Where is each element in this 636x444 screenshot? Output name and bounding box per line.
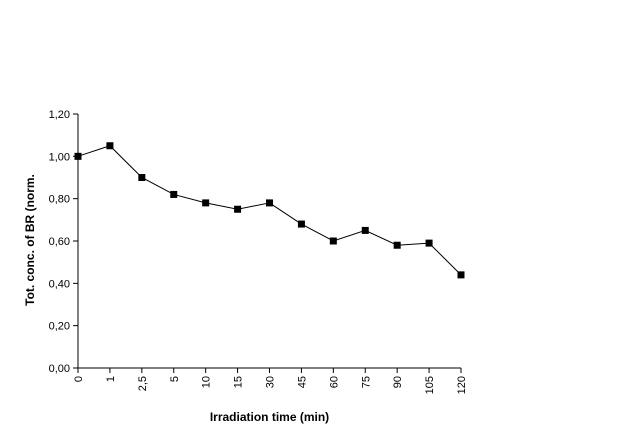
y-tick-label: 0,60: [49, 236, 70, 248]
series-line: [77, 145, 462, 276]
data-point: [74, 152, 82, 160]
x-tick-label: 120: [456, 376, 468, 394]
x-tick-label: 1: [105, 376, 117, 382]
data-point: [457, 271, 465, 279]
x-tick-label: 60: [328, 376, 340, 388]
y-tick-label: 0,40: [49, 278, 70, 290]
x-tick-label: 105: [424, 376, 436, 394]
x-tick-label: 2,5: [137, 376, 149, 391]
data-point: [202, 199, 210, 207]
x-tick-label: 0: [73, 376, 85, 382]
data-point: [361, 226, 369, 234]
y-tick-label: 0,20: [49, 321, 70, 333]
x-ticks: 0 1 2,5 5 10 15 30 45 60 75 90 105 120: [73, 368, 468, 394]
y-ticks: 0,00 0,20 0,40 0,60 0,80 1,00 1,20: [49, 109, 78, 375]
data-point: [138, 174, 146, 181]
x-tick-label: 10: [201, 376, 213, 388]
data-point: [106, 142, 114, 150]
x-tick-label: 75: [360, 376, 372, 388]
x-tick-label: 5: [169, 376, 181, 382]
series: [74, 142, 465, 279]
x-tick-label: 15: [233, 376, 245, 388]
data-point: [329, 237, 337, 245]
x-axis-title: Irradiation time (min): [210, 410, 329, 424]
y-tick-label: 1,00: [49, 151, 70, 163]
y-axis-title: Tot. conc. of BR (norm.: [23, 174, 37, 306]
x-tick-label: 30: [265, 376, 277, 388]
data-point: [297, 220, 305, 228]
y-tick-label: 1,20: [49, 109, 70, 121]
data-point: [393, 241, 401, 249]
x-tick-label: 90: [392, 376, 404, 388]
y-tick-label: 0,80: [49, 194, 70, 206]
data-point: [170, 190, 178, 198]
data-point: [234, 205, 242, 213]
y-tick-label: 0,00: [49, 363, 70, 375]
data-point: [266, 199, 273, 207]
x-tick-label: 45: [296, 376, 308, 388]
data-point: [425, 239, 433, 247]
